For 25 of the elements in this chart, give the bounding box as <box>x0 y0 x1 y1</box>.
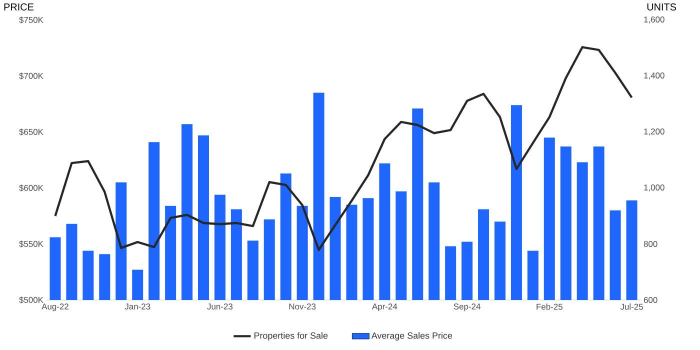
x-tick-label: Feb-25 <box>536 304 562 310</box>
y-tick-label: $650K <box>19 128 44 136</box>
y-tick-label: $500K <box>19 296 44 304</box>
y-tick-label: $750K <box>19 16 44 24</box>
y2-tick-label: 1,600 <box>644 16 664 24</box>
y2-axis-title: UNITS <box>647 3 676 10</box>
y2-tick-label: 600 <box>644 297 658 303</box>
legend-label: Average Sales Price <box>371 332 452 341</box>
y2-tick-label: 1,200 <box>644 128 664 136</box>
x-tick-label: Apr-24 <box>372 304 398 312</box>
x-tick-label: Jul-25 <box>620 304 643 310</box>
x-tick-label: Jan-23 <box>124 304 150 310</box>
y2-tick-label: 800 <box>644 241 658 247</box>
x-tick-label: Aug-22 <box>42 304 68 312</box>
line-series <box>54 46 633 251</box>
y-axis-title: PRICE <box>4 3 34 10</box>
x-tick-label: Jun-23 <box>207 304 233 310</box>
y2-tick-label: 1,400 <box>644 72 664 80</box>
x-tick-label: Nov-23 <box>289 304 316 310</box>
y-tick-label: $700K <box>19 72 44 80</box>
x-tick-label: Sep-24 <box>454 304 480 312</box>
y-tick-label: $550K <box>19 240 44 248</box>
legend-label: Properties for Sale <box>254 332 328 341</box>
y2-tick-label: 1,000 <box>644 184 664 192</box>
y-tick-label: $600K <box>19 184 44 192</box>
